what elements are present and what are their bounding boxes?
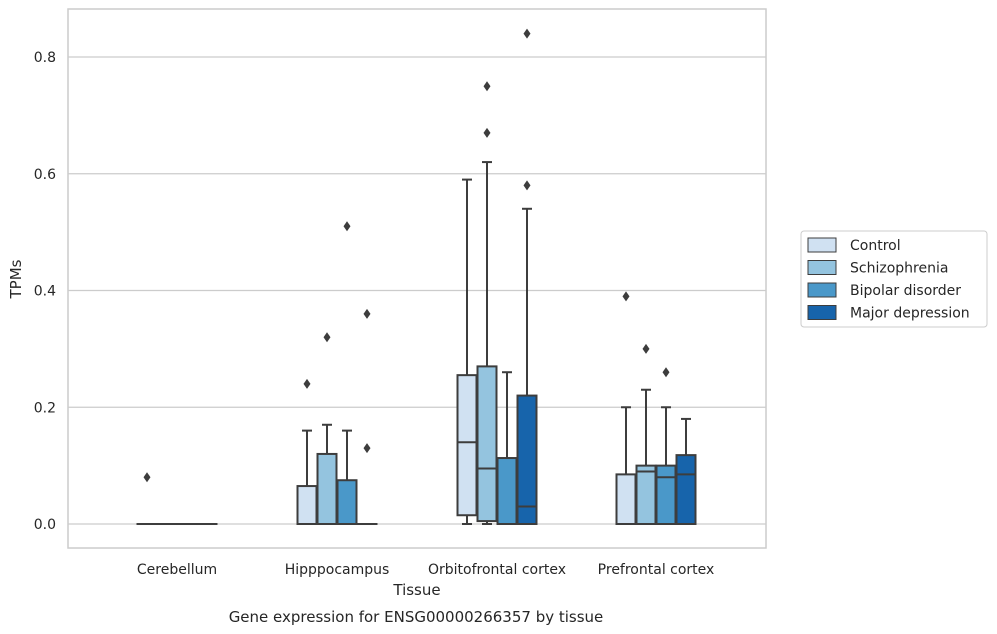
chart-caption: Gene expression for ENSG00000266357 by t… <box>229 608 604 626</box>
outlier-point <box>363 308 371 319</box>
box-body <box>496 457 518 526</box>
y-tick-labels: 0.0 0.2 0.4 0.6 0.8 <box>34 50 56 533</box>
outlier-point <box>363 443 371 454</box>
legend-swatch <box>807 282 837 298</box>
box-body <box>615 473 637 526</box>
y-tick-label: 0.6 <box>34 167 56 183</box>
box-1-3 <box>635 343 657 525</box>
outlier-point <box>483 127 491 138</box>
legend-swatch <box>807 237 837 253</box>
x-tick-label: Prefrontal cortex <box>598 562 715 578</box>
boxes <box>136 28 697 526</box>
plot-background <box>68 9 766 548</box>
x-tick-label: Cerebellum <box>137 562 217 578</box>
outlier-point <box>642 343 650 354</box>
box-1-2 <box>476 81 498 525</box>
box-1-1 <box>316 332 338 526</box>
box-2-1 <box>336 221 358 525</box>
outlier-point <box>303 378 311 389</box>
outlier-point <box>323 332 331 343</box>
plot-frame <box>67 8 767 549</box>
box-body <box>336 479 358 525</box>
x-tick-label: Hipppocampus <box>285 562 390 578</box>
y-tick-label: 0.4 <box>34 284 56 300</box>
x-tick-labels: Cerebellum Hipppocampus Orbitofrontal cort… <box>137 562 714 578</box>
outlier-point <box>622 291 630 302</box>
y-tick-label: 0.2 <box>34 400 56 416</box>
outlier-point <box>523 180 531 191</box>
box-body <box>655 464 677 525</box>
legend-label: Control <box>850 238 901 254</box>
outlier-point <box>343 221 351 232</box>
y-tick-label: 0.0 <box>34 517 56 533</box>
outlier-point <box>143 472 151 483</box>
outlier-point <box>523 28 531 39</box>
box-2-3 <box>655 367 677 525</box>
outlier-point <box>483 81 491 92</box>
box-body <box>456 374 478 517</box>
x-tick-label: Orbitofrontal cortex <box>428 562 566 578</box>
box-body <box>296 485 318 525</box>
box-body <box>476 365 498 523</box>
x-axis-label: Tissue <box>392 581 440 599</box>
outlier-point <box>662 367 670 378</box>
box-body <box>635 464 657 525</box>
legend: Control Schizophrenia Bipolar disorder Majo… <box>800 230 988 328</box>
box-3-2 <box>516 28 538 526</box>
y-axis-label: TPMs <box>7 259 25 299</box>
box-body <box>675 454 697 525</box>
box-body <box>516 394 538 526</box>
box-body <box>316 452 338 526</box>
legend-label: Bipolar disorder <box>850 283 961 299</box>
y-tick-label: 0.8 <box>34 50 56 66</box>
legend-swatch <box>807 305 837 320</box>
box-3-3 <box>675 417 697 525</box>
legend-swatch <box>807 260 837 275</box>
legend-label: Major depression <box>850 306 970 322</box>
box-3-1 <box>356 308 378 526</box>
legend-label: Schizophrenia <box>850 261 948 277</box>
legend-frame <box>800 230 988 328</box>
